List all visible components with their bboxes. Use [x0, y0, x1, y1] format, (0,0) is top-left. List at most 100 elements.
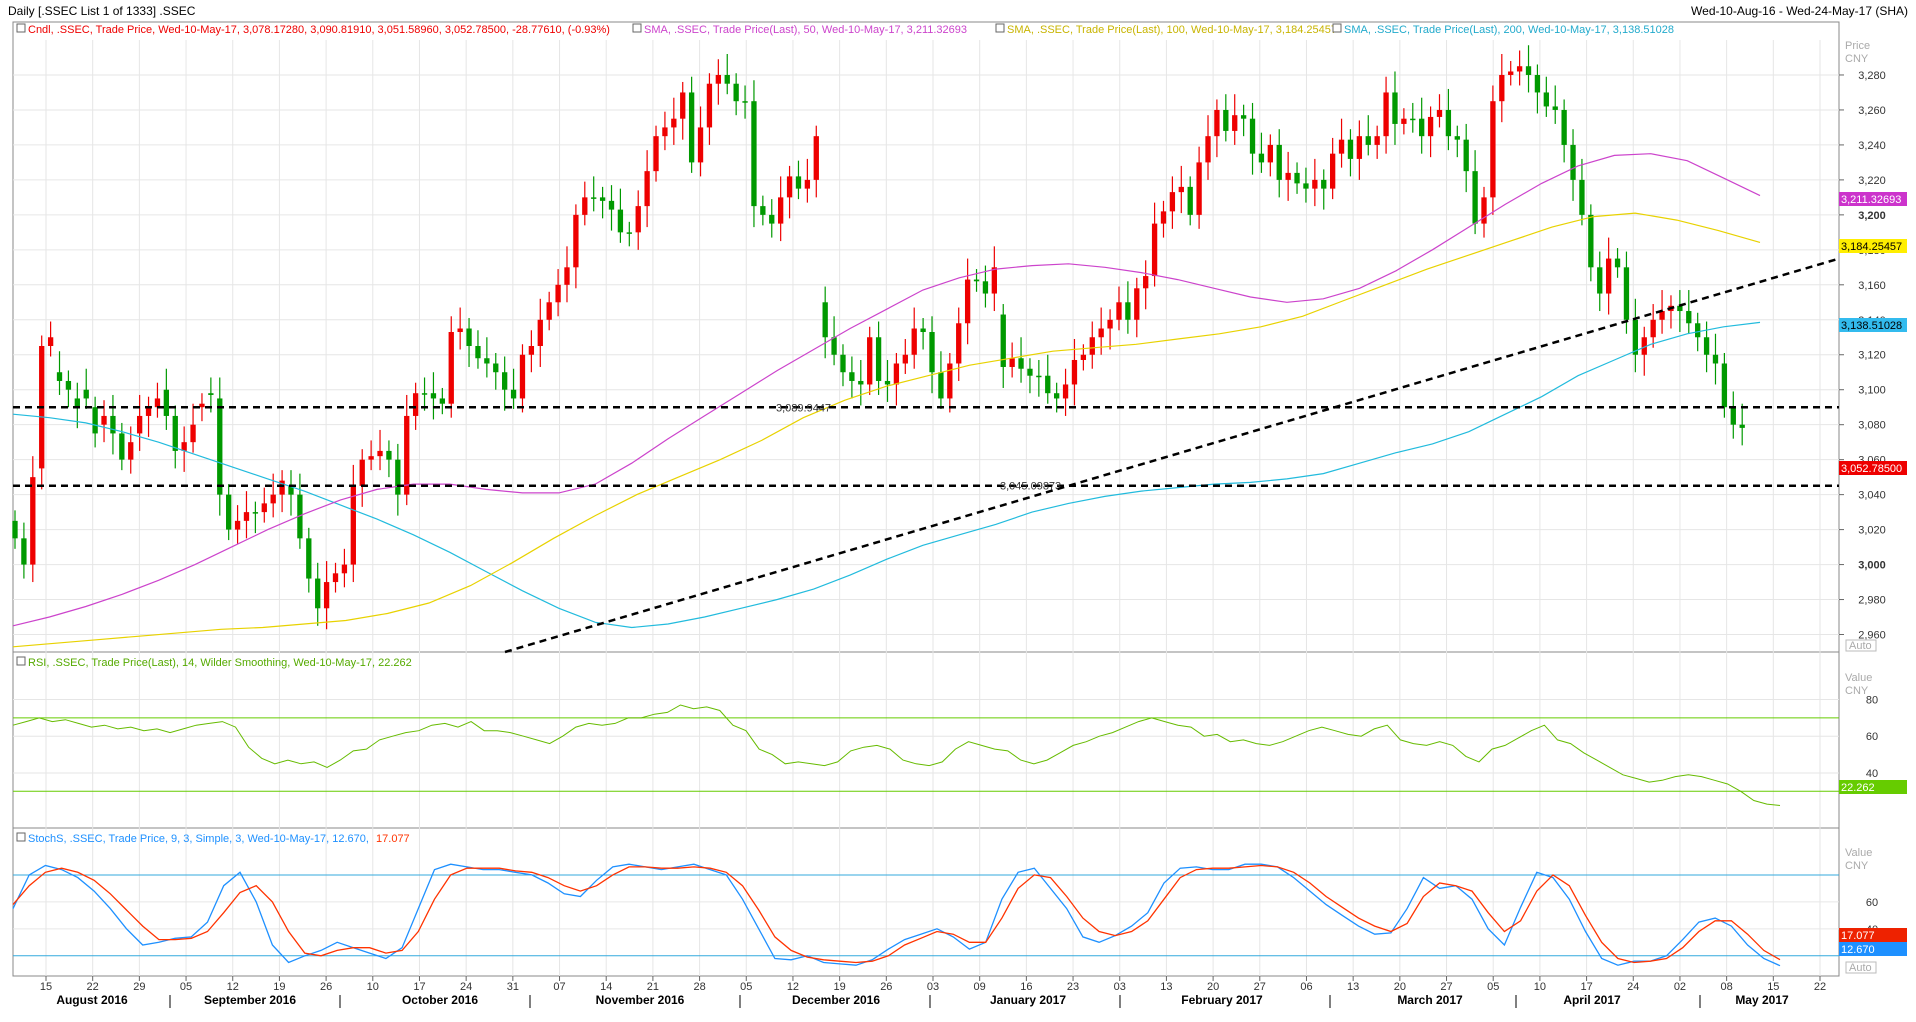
- candle-body: [769, 214, 775, 224]
- x-tick-label: 27: [1440, 981, 1452, 993]
- candle-body: [1338, 139, 1345, 154]
- candle-body: [430, 393, 437, 399]
- price-tick-label: 3,240: [1858, 140, 1886, 152]
- x-tick-label: 19: [834, 981, 846, 993]
- candle-body: [493, 363, 499, 373]
- candle-body: [1579, 179, 1585, 215]
- rsi-tick-label: 60: [1866, 731, 1878, 743]
- candle-body: [350, 485, 356, 565]
- candle-body: [1249, 118, 1256, 154]
- legend-candles: Cndl, .SSEC, Trade Price, Wed-10-May-17,…: [28, 24, 610, 36]
- candle-body: [1401, 118, 1407, 124]
- candle-body: [724, 74, 730, 84]
- candle-body: [804, 179, 811, 189]
- month-label: February 2017: [1181, 993, 1263, 1007]
- candle-body: [1223, 109, 1229, 131]
- candle-body: [1089, 337, 1095, 355]
- candle-body: [956, 323, 962, 364]
- stoch-k-flag-label: 12.670: [1841, 944, 1875, 956]
- auto-scale-button[interactable]: [1845, 639, 1877, 652]
- x-tick-label: 15: [1767, 981, 1779, 993]
- candle-body: [929, 332, 935, 373]
- candle-body: [991, 267, 997, 294]
- candle-body: [1329, 153, 1336, 189]
- candle-body: [528, 346, 535, 355]
- month-label: January 2017: [990, 993, 1066, 1007]
- candle-body: [706, 83, 713, 128]
- candle-body: [1276, 144, 1282, 180]
- x-tick-label: 03: [1114, 981, 1126, 993]
- x-tick-label: 17: [1580, 981, 1592, 993]
- candle-body: [1739, 424, 1745, 428]
- candle-body: [1623, 267, 1630, 320]
- candle-body: [1214, 109, 1220, 137]
- x-tick-label: 28: [693, 981, 705, 993]
- candle-body: [421, 393, 428, 395]
- candle-body: [778, 197, 784, 224]
- x-tick-label: 20: [1207, 981, 1219, 993]
- candle-body: [1009, 358, 1015, 367]
- x-tick-label: 29: [133, 981, 145, 993]
- candle-body: [1472, 171, 1478, 224]
- x-tick-label: 12: [787, 981, 799, 993]
- candle-body: [1232, 115, 1238, 131]
- candle-body: [671, 118, 677, 128]
- price-tick-label: 3,080: [1858, 420, 1886, 432]
- candle-body: [1285, 172, 1291, 180]
- rsi-axis-caption: Value: [1845, 672, 1872, 684]
- candle-body: [21, 538, 27, 565]
- legend-sma50: SMA, .SSEC, Trade Price(Last), 50, Wed-1…: [644, 24, 967, 36]
- sma200-flag: [1839, 318, 1907, 332]
- sma200-line: [12, 321, 1761, 629]
- candle-body: [582, 197, 588, 215]
- candle-body: [920, 328, 926, 333]
- legend-stoch-d: 17.077: [376, 833, 410, 845]
- rsi-axis-currency: CNY: [1845, 685, 1869, 697]
- auto-scale-button[interactable]: [1845, 961, 1877, 974]
- x-tick-label: 17: [413, 981, 425, 993]
- candle-body: [217, 398, 223, 495]
- x-tick-label: 10: [1534, 981, 1546, 993]
- stoch-axis-currency: CNY: [1845, 860, 1869, 872]
- candle-body: [56, 372, 63, 381]
- candle-body: [875, 337, 882, 381]
- candle-body: [1107, 319, 1113, 329]
- stoch-k-line: [12, 863, 1781, 967]
- rsi-panel[interactable]: [12, 651, 1840, 829]
- candle-body: [822, 302, 828, 338]
- candle-body: [83, 389, 89, 399]
- candle-body: [893, 363, 900, 385]
- candle-body: [688, 92, 695, 163]
- candle-body: [1516, 66, 1523, 72]
- candle-body: [270, 494, 276, 504]
- price-tick-label: 2,960: [1858, 630, 1886, 642]
- candle-body: [154, 398, 161, 408]
- price-panel[interactable]: [12, 21, 1840, 653]
- x-tick-label: 14: [600, 981, 612, 993]
- candle-body: [252, 512, 259, 514]
- candle-body: [136, 415, 143, 434]
- stoch-layer: [12, 863, 1839, 967]
- close-flag-label: 3,052.78500: [1841, 463, 1902, 475]
- stoch-legend: StochS, .SSEC, Trade Price, 9, 3, Simple…: [16, 832, 410, 845]
- candle-body: [653, 136, 659, 172]
- price-tick-label: 3,020: [1858, 525, 1886, 537]
- sma50-flag: [1839, 192, 1907, 206]
- stoch-tick-label: 60: [1866, 897, 1878, 909]
- candle-body: [1490, 101, 1496, 198]
- legend-box-icon: [16, 832, 26, 842]
- candle-body: [573, 214, 579, 268]
- date-range: Wed-10-Aug-16 - Wed-24-May-17 (SHA): [1691, 4, 1908, 18]
- candle-body: [1427, 116, 1434, 137]
- candle-body: [1721, 363, 1728, 408]
- price-tick-label: 3,260: [1858, 105, 1886, 117]
- candle-body: [110, 415, 116, 434]
- grid-lines: [13, 40, 1839, 976]
- month-label: November 2016: [596, 993, 685, 1007]
- candle-body: [510, 389, 517, 399]
- x-tick-label: 20: [1394, 981, 1406, 993]
- candle-body: [1499, 74, 1505, 102]
- candle-body: [1561, 109, 1567, 145]
- candle-body: [1641, 337, 1647, 355]
